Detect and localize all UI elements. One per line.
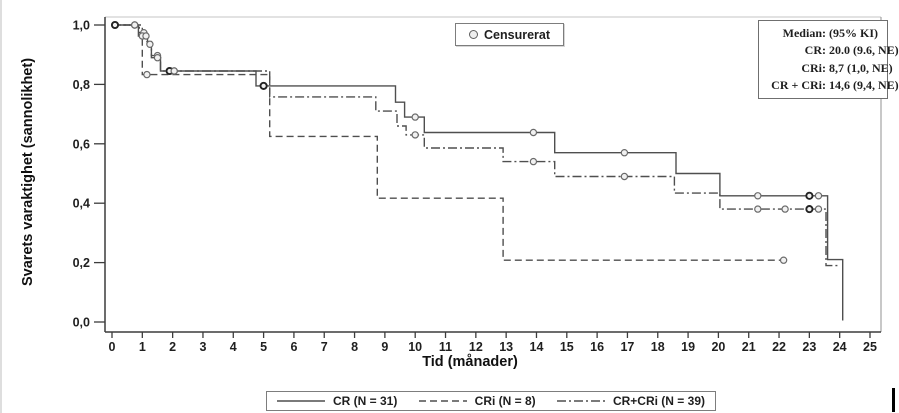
x-tick-label: 16 xyxy=(590,340,604,354)
x-tick-label: 20 xyxy=(711,340,725,354)
censored-marker-icon xyxy=(469,30,478,39)
y-tick-label: 0,0 xyxy=(73,316,90,330)
x-tick-label: 7 xyxy=(321,340,328,354)
y-tick-label: 0,2 xyxy=(73,256,90,270)
x-tick-label: 12 xyxy=(469,340,483,354)
x-tick-label: 19 xyxy=(681,340,695,354)
stats-row-label: CR + CRi: xyxy=(771,78,826,93)
censor-mark-icon xyxy=(170,67,178,75)
stats-box: Median: (95% KI) CR: 20.0 (9.6, NE) CRi: 8,… xyxy=(758,20,899,99)
censor-marks-cri xyxy=(143,70,788,264)
censored-legend-label: Censurerat xyxy=(484,27,550,42)
legend-item-label: CR+CRi (N = 39) xyxy=(612,394,705,408)
censor-mark-icon xyxy=(781,205,789,213)
x-tick-label: 0 xyxy=(109,340,116,354)
censor-marks-cr xyxy=(110,20,823,200)
censor-mark-icon xyxy=(529,157,538,166)
x-tick-label: 25 xyxy=(863,340,877,354)
censor-mark-icon xyxy=(805,205,814,214)
y-axis: 0,0 0,2 0,4 0,6 0,8 1,0 xyxy=(73,19,105,330)
x-tick-label: 18 xyxy=(651,340,665,354)
legend-item-label: CR (N = 31) xyxy=(333,394,398,408)
censor-mark-icon xyxy=(146,40,154,49)
x-axis: 0 1 2 3 4 5 6 7 8 9 10 11 12 13 14 15 16 17 18 19 20 21 22 23 24… xyxy=(109,332,877,354)
cursor-artifact xyxy=(892,388,895,412)
censor-mark-icon xyxy=(259,81,268,90)
legend-item: CR (N = 31) xyxy=(277,394,397,408)
stats-row: CR + CRi: 14,6 (9,4, NE) xyxy=(762,78,899,93)
x-axis-title: Tid (månader) xyxy=(422,354,518,370)
censored-legend-box: Censurerat xyxy=(455,23,564,46)
legend-item: CR+CRi (N = 39) xyxy=(556,394,705,408)
x-tick-label: 9 xyxy=(381,340,388,354)
censor-mark-icon xyxy=(754,205,762,213)
x-tick-label: 15 xyxy=(560,340,574,354)
series-cr xyxy=(112,24,844,321)
x-tick-label: 3 xyxy=(199,340,206,354)
stats-row-label: CRi: xyxy=(801,60,826,75)
censor-mark-icon xyxy=(130,21,139,29)
censor-mark-icon xyxy=(779,256,788,264)
censor-mark-icon xyxy=(814,192,823,200)
stats-row: CRi: 8,7 (1,0, NE) xyxy=(762,60,892,76)
x-tick-label: 22 xyxy=(772,340,786,354)
censor-mark-icon xyxy=(620,172,629,181)
legend-item: CRi (N = 8) xyxy=(418,394,536,408)
stats-row-value: 14,6 (9,4, NE) xyxy=(829,78,899,93)
legend-item-label: CRi (N = 8) xyxy=(474,394,536,408)
censor-mark-icon xyxy=(754,192,762,200)
x-tick-label: 24 xyxy=(833,340,847,354)
x-tick-label: 13 xyxy=(499,340,513,354)
censor-mark-icon xyxy=(143,70,151,79)
y-axis-title: Svarets varaktighet (sannolikhet) xyxy=(20,57,36,287)
y-tick-label: 1,0 xyxy=(73,19,90,33)
stats-row-label: CR: xyxy=(804,43,826,58)
series-cr+cri xyxy=(112,24,840,267)
censor-mark-icon xyxy=(805,191,814,200)
censor-mark-icon xyxy=(411,113,419,121)
legend-line-sample xyxy=(556,400,605,402)
stats-row-value: 20.0 (9.6, NE) xyxy=(829,43,899,58)
y-tick-label: 0,8 xyxy=(73,78,90,92)
y-tick-label: 0,6 xyxy=(73,137,90,151)
censor-mark-icon xyxy=(110,20,120,30)
legend-line-sample xyxy=(418,400,467,402)
censor-mark-icon xyxy=(529,128,538,137)
x-tick-label: 10 xyxy=(408,340,422,354)
stats-header-row: Median: (95% KI) xyxy=(762,26,884,41)
censor-mark-icon xyxy=(153,54,162,62)
stats-row: CR: 20.0 (9.6, NE) xyxy=(762,43,899,58)
y-tick-label: 0,4 xyxy=(73,197,90,211)
stats-header-label: Median: xyxy=(782,25,826,40)
x-tick-label: 1 xyxy=(139,340,146,354)
series-legend-box: CR (N = 31) CRi (N = 8) CR+CRi (N = 39) xyxy=(266,391,716,411)
legend-line-sample xyxy=(277,400,325,402)
series-cri xyxy=(112,24,786,261)
x-tick-label: 2 xyxy=(169,340,176,354)
x-tick-label: 6 xyxy=(290,340,297,354)
stats-header-value: (95% KI) xyxy=(829,25,878,40)
censor-mark-icon xyxy=(620,148,629,157)
x-tick-label: 17 xyxy=(620,340,634,354)
x-tick-label: 8 xyxy=(351,340,358,354)
stats-row-value: 8,7 (1,0, NE) xyxy=(829,60,893,75)
x-tick-label: 23 xyxy=(802,340,816,354)
censor-mark-icon xyxy=(814,205,823,213)
x-tick-label: 4 xyxy=(230,340,237,354)
x-tick-label: 14 xyxy=(530,340,544,354)
censor-mark-icon xyxy=(142,32,150,40)
x-tick-label: 5 xyxy=(260,340,267,354)
x-tick-label: 11 xyxy=(439,340,452,354)
x-tick-label: 21 xyxy=(742,340,756,354)
censor-marks-cr+cri xyxy=(111,21,823,214)
censor-mark-icon xyxy=(411,131,419,139)
